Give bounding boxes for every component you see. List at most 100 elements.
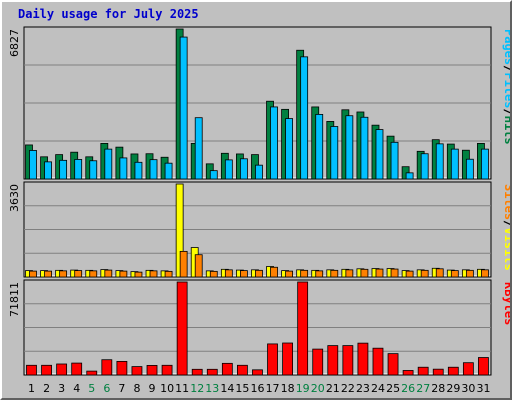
x-tick-label-3: 3 [58,382,65,395]
bar-files-25 [390,141,399,180]
x-tick-label-20: 20 [311,382,325,395]
bar-kbytes-29 [447,366,459,376]
x-tick-label-15: 15 [235,382,249,395]
bar-files-23 [360,116,369,180]
bar-files-1 [29,150,37,180]
bar-kbytes-22 [342,345,354,376]
x-tick-label-16: 16 [251,382,265,395]
legend-entry: Pages [502,29,510,65]
bar-kbytes-23 [357,342,369,376]
bar-files-5 [89,160,98,180]
x-tick-label-6: 6 [103,382,110,395]
x-tick-label-18: 18 [281,382,295,395]
bar-kbytes-3 [56,363,68,376]
bar-files-27 [420,153,429,180]
legend-entry: / [502,108,510,115]
bar-sites-2 [44,270,52,278]
bar-files-31 [481,148,489,180]
x-tick-label-27: 27 [416,382,430,395]
legend-entry: Visits [502,227,510,270]
bar-sites-14 [224,269,233,278]
x-tick-label-29: 29 [446,382,460,395]
bar-sites-18 [285,270,293,278]
series-legend-top: Pages/Files/Hits [502,29,510,145]
bar-sites-22 [345,269,354,278]
x-tick-label-9: 9 [149,382,156,395]
bar-sites-19 [300,269,309,278]
x-tick-label-31: 31 [476,382,490,395]
bar-files-13 [209,170,218,180]
bar-files-9 [149,159,158,180]
bar-kbytes-1 [26,364,37,376]
bar-sites-20 [315,270,324,278]
bar-sites-24 [375,268,384,278]
bar-sites-28 [435,268,444,278]
bar-kbytes-9 [146,365,158,376]
bar-kbytes-2 [41,364,52,376]
bar-files-17 [270,106,278,180]
x-tick-label-10: 10 [160,382,174,395]
bar-kbytes-7 [116,361,128,376]
bar-kbytes-12 [191,368,203,376]
bar-kbytes-26 [402,370,414,376]
bar-kbytes-4 [71,362,83,376]
bar-sites-30 [465,269,474,278]
bar-sites-6 [104,269,113,278]
x-tick-label-17: 17 [266,382,280,395]
bar-files-2 [44,161,52,180]
bar-kbytes-17 [267,343,278,376]
bar-visits-11 [175,183,184,278]
bar-files-3 [59,159,68,180]
bar-files-16 [255,164,263,180]
x-tick-label-2: 2 [43,382,50,395]
bar-kbytes-15 [237,364,248,376]
x-tick-label-26: 26 [401,382,415,395]
x-tick-label-12: 12 [190,382,204,395]
bar-kbytes-6 [101,359,113,376]
bar-files-19 [300,56,309,180]
bar-files-29 [450,148,459,180]
legend-entry: / [502,220,510,227]
bar-files-4 [74,159,83,180]
chart-title: Daily usage for July 2025 [18,7,199,21]
bar-sites-26 [405,270,414,278]
legend-entry: / [502,65,510,72]
y-max-label-top: 6827 [8,29,21,57]
bar-sites-15 [240,270,248,278]
bar-files-15 [240,158,248,180]
bar-sites-31 [481,269,489,278]
bar-files-8 [134,161,143,180]
bar-sites-16 [255,269,263,278]
bar-kbytes-21 [327,345,339,376]
bar-sites-9 [149,270,158,278]
x-tick-label-28: 28 [431,382,445,395]
legend-entry: Files [502,72,510,108]
bar-kbytes-27 [417,366,429,376]
bar-files-21 [330,126,339,180]
bar-files-20 [315,114,324,180]
bar-sites-25 [390,268,399,278]
bar-sites-27 [420,269,429,278]
series-legend-bottom: KBytes [502,282,510,325]
bar-files-7 [119,157,128,180]
bar-files-11 [179,36,188,180]
x-tick-label-8: 8 [133,382,140,395]
y-max-label-bottom: 71811 [8,282,21,317]
bar-kbytes-10 [161,364,173,376]
legend-entry: Sites [502,184,510,220]
bar-sites-23 [360,268,369,278]
bar-kbytes-25 [387,353,399,376]
bar-files-12 [194,117,203,180]
bar-kbytes-13 [206,368,218,376]
bar-files-28 [435,143,444,180]
bar-sites-8 [134,271,143,278]
x-tick-label-24: 24 [371,382,385,395]
bar-kbytes-5 [86,370,98,376]
bar-sites-1 [29,270,37,278]
x-tick-label-30: 30 [461,382,475,395]
bar-sites-12 [194,254,203,278]
x-tick-label-1: 1 [28,382,35,395]
bar-sites-5 [89,270,98,278]
